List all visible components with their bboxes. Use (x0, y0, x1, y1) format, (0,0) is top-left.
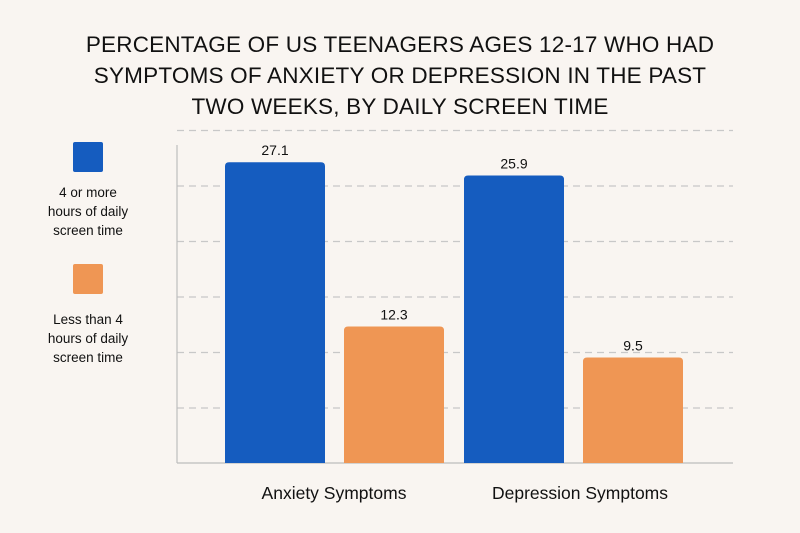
legend-label-line: screen time (53, 223, 123, 238)
legend-label-line: hours of daily (47, 331, 129, 346)
bar (583, 357, 683, 463)
chart-title-line-3: TWO WEEKS, BY DAILY SCREEN TIME (191, 94, 609, 119)
legend-label-line: hours of daily (47, 204, 129, 219)
legend-label-line: screen time (53, 350, 123, 365)
data-label: 12.3 (380, 306, 407, 322)
x-tick-label: Depression Symptoms (492, 483, 668, 503)
x-tick-label: Anxiety Symptoms (262, 483, 407, 503)
data-label: 25.9 (500, 156, 527, 172)
chart-title-line-2: SYMPTOMS OF ANXIETY OR DEPRESSION IN THE… (93, 63, 707, 88)
legend-swatch-4-or-more-hours (73, 142, 103, 172)
data-label: 27.1 (261, 142, 288, 158)
legend-label-line: 4 or more (59, 185, 117, 200)
legend-label-4-or-more-hours: 4 or more hours of daily screen time (18, 183, 158, 240)
chart-title-line-1: PERCENTAGE OF US TEENAGERS AGES 12-17 WH… (85, 32, 715, 57)
legend-label-less-than-4-hours: Less than 4 hours of daily screen time (18, 310, 158, 367)
bar (225, 162, 325, 463)
bar (464, 175, 564, 463)
legend-label-line: Less than 4 (53, 312, 123, 327)
legend-swatch-less-than-4-hours (73, 264, 103, 294)
bar (344, 326, 444, 463)
data-label: 9.5 (623, 338, 643, 354)
